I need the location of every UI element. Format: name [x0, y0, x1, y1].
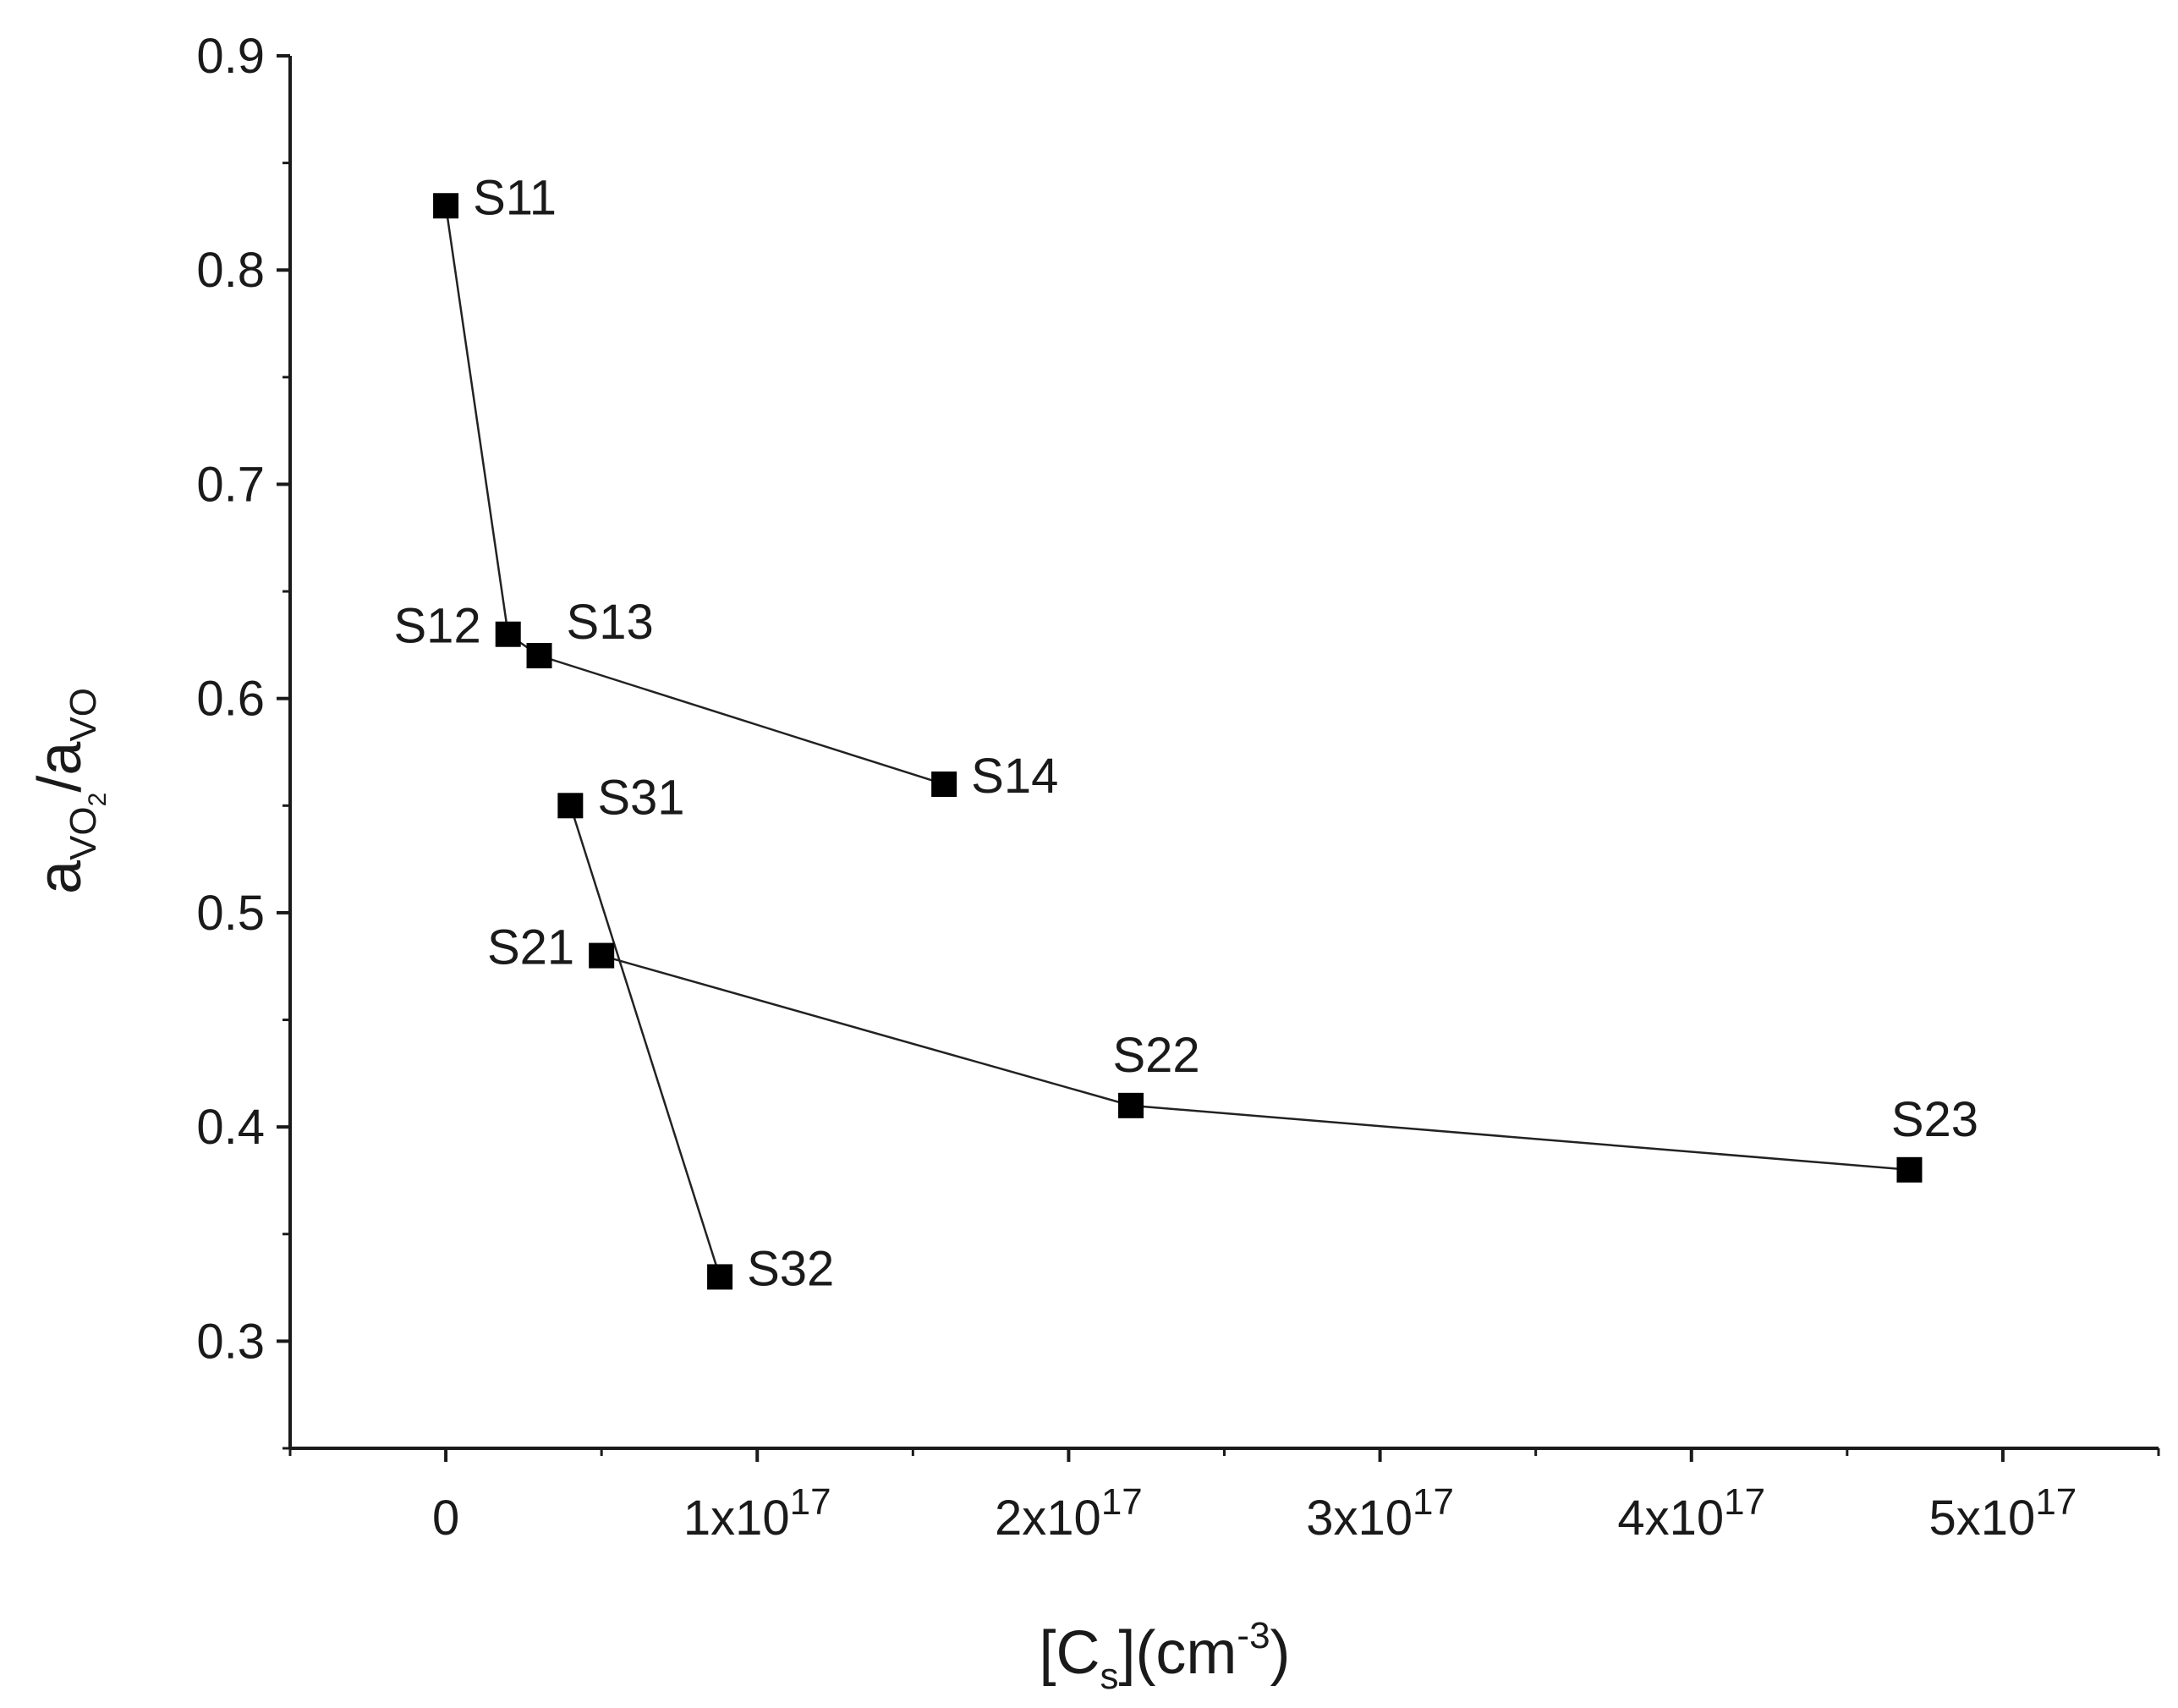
- point-label: S22: [1112, 1028, 1199, 1083]
- series-line: [444, 206, 945, 786]
- point-labels: S11 S12 S13 S14 S21 S22 S23 S31 S32: [394, 170, 1979, 1296]
- data-point: [589, 942, 615, 969]
- x-tick-label: 4x1017: [1617, 1481, 1765, 1546]
- series-lines: [444, 206, 1910, 1277]
- x-tick-label: 2x1017: [995, 1481, 1143, 1546]
- y-tick-label: 0.7: [196, 457, 265, 512]
- y-tick-label: 0.3: [196, 1314, 265, 1369]
- point-label: S14: [971, 749, 1058, 804]
- point-label: S11: [473, 170, 557, 225]
- x-tick-label: 5x1017: [1929, 1481, 2077, 1546]
- x-tick-label: 0: [432, 1491, 459, 1546]
- point-label: S32: [747, 1241, 834, 1296]
- point-label: S23: [1891, 1092, 1978, 1147]
- data-point: [433, 193, 459, 219]
- y-tick-label: 0.6: [196, 672, 265, 727]
- series-line: [601, 954, 1910, 1172]
- point-label: S21: [487, 920, 574, 975]
- data-point: [1118, 1092, 1144, 1118]
- data-point: [931, 771, 957, 797]
- chart-axes: 0.3 0.4 0.5 0.6 0.7 0.8 0.9 0 1x1017 2x1017 3x1017…: [196, 29, 2160, 1546]
- series-line: [569, 805, 721, 1277]
- y-axis-title: aVO2/aVO: [26, 688, 112, 894]
- y-tick-label: 0.5: [196, 886, 265, 941]
- point-label: S12: [394, 599, 481, 654]
- point-label: S13: [567, 595, 654, 650]
- x-axis-title: [Cs](cm-3): [1039, 1615, 1290, 1697]
- point-label: S31: [597, 770, 684, 825]
- data-markers: [433, 193, 1923, 1290]
- data-point: [1896, 1156, 1923, 1183]
- data-point: [526, 643, 552, 669]
- x-tick-label: 3x1017: [1306, 1481, 1454, 1546]
- y-tick-label: 0.9: [196, 29, 265, 84]
- data-point: [707, 1264, 733, 1290]
- data-point: [557, 793, 584, 819]
- y-tick-label: 0.4: [196, 1100, 265, 1155]
- data-point: [495, 621, 521, 647]
- y-tick-label: 0.8: [196, 243, 265, 298]
- x-tick-label: 1x1017: [683, 1481, 831, 1546]
